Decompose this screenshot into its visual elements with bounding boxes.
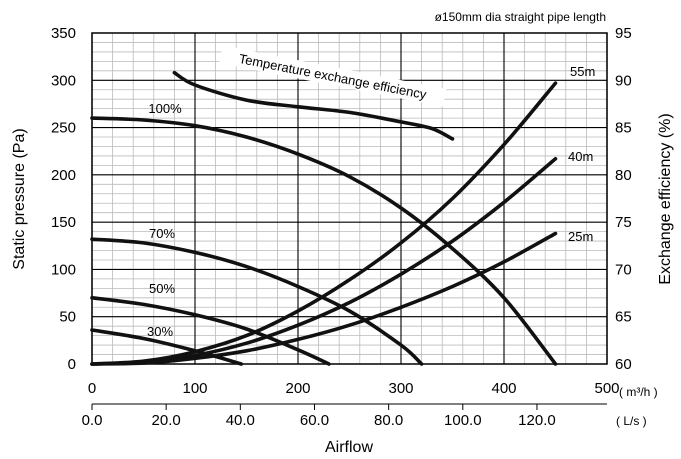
- plot-frame: [91, 32, 608, 365]
- y-tick-label: 50: [59, 309, 76, 326]
- y2-tick-label: 90: [615, 72, 632, 89]
- y-tick-label: 250: [51, 120, 76, 137]
- x-tick-label: 0: [88, 380, 96, 397]
- x2-tick-label: 120.0: [518, 412, 556, 429]
- y2-tick-label: 60: [615, 356, 632, 373]
- x-primary-unit: ( m³/h ): [619, 385, 658, 399]
- fan-curve-30pct: [90, 328, 244, 366]
- y2-tick-label: 75: [615, 214, 632, 231]
- x-tick-label: 400: [491, 380, 516, 397]
- y-tick-label: 100: [51, 261, 76, 278]
- tick-labels-group: 0 50 100 150 200 250 300 350 60 65 70 75 80 85 90 95 0 10…: [51, 25, 632, 429]
- fan-curve-70pct: [90, 237, 424, 366]
- duct-curve-label: 25m: [568, 229, 593, 244]
- y2-axis-title: Exchange efficiency (%): [657, 113, 674, 284]
- fan-curve-label: 50%: [149, 281, 175, 296]
- chart-title: ø150mm dia straight pipe length: [435, 10, 606, 24]
- fan-curve-label: 30%: [147, 324, 173, 339]
- y-tick-label: 350: [51, 25, 76, 42]
- x-secondary-unit: ( L/s ): [616, 414, 647, 428]
- y2-tick-label: 70: [615, 261, 632, 278]
- x-tick-label: 200: [285, 380, 310, 397]
- y2-tick-label: 95: [615, 25, 632, 42]
- x-tick-label: 500: [594, 380, 619, 397]
- duct-curve-label: 40m: [568, 149, 593, 164]
- x2-tick-label: 60.0: [300, 412, 329, 429]
- duct-curve-55m: [90, 81, 558, 366]
- y-tick-label: 150: [51, 214, 76, 231]
- y-tick-label: 0: [68, 356, 76, 373]
- y-tick-label: 300: [51, 72, 76, 89]
- x-axis-title: Airflow: [325, 439, 373, 456]
- fan-curve-label: 70%: [149, 226, 175, 241]
- efficiency-curve: [172, 70, 455, 141]
- x2-tick-label: 20.0: [152, 412, 181, 429]
- x2-tick-label: 40.0: [226, 412, 255, 429]
- y2-tick-label: 80: [615, 167, 632, 184]
- x2-tick-label: 0.0: [82, 412, 103, 429]
- x2-tick-label: 80.0: [374, 412, 403, 429]
- duct-curve-label: 55m: [570, 64, 595, 79]
- x2-tick-label: 100.0: [444, 412, 482, 429]
- efficiency-label-bg: [219, 45, 447, 107]
- fan-curve-50pct: [90, 296, 331, 366]
- x-tick-label: 100: [182, 380, 207, 397]
- y-axis-title: Static pressure (Pa): [11, 128, 28, 269]
- y2-tick-label: 85: [615, 120, 632, 137]
- y2-tick-label: 65: [615, 309, 632, 326]
- y-tick-label: 200: [51, 167, 76, 184]
- fan-curve-100pct: [90, 116, 558, 366]
- x-tick-label: 300: [388, 380, 413, 397]
- duct-curve-25m: [90, 231, 558, 366]
- fan-curve-label: 100%: [148, 101, 182, 116]
